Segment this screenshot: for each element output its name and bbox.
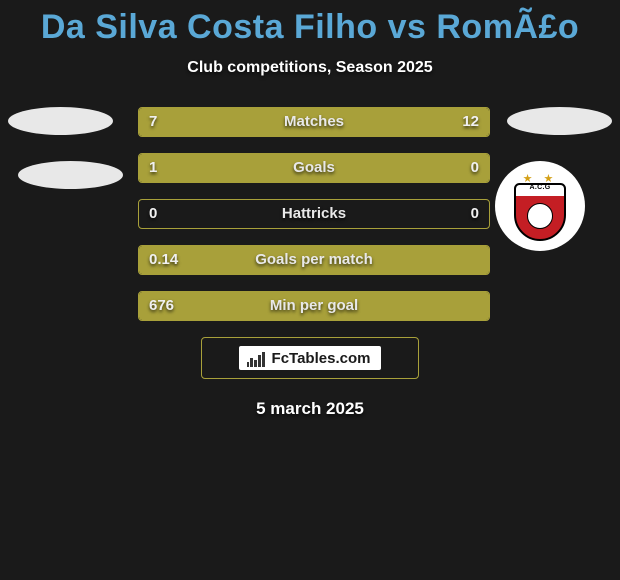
club-badge: ★ ★ A.C.G (495, 161, 585, 251)
stat-label: Goals per match (139, 246, 489, 274)
stat-row: 7Matches12 (138, 107, 490, 137)
stat-label: Matches (139, 108, 489, 136)
stat-label: Min per goal (139, 292, 489, 320)
stat-label: Hattricks (139, 200, 489, 228)
stat-label: Goals (139, 154, 489, 182)
content-area: ★ ★ A.C.G 7Matches121Goals00Hattricks00.… (0, 107, 620, 321)
comparison-subtitle: Club competitions, Season 2025 (0, 59, 620, 77)
stat-value-right: 0 (471, 200, 479, 228)
player-right-placeholder-1 (507, 107, 612, 135)
stat-value-right: 12 (462, 108, 479, 136)
stat-value-right: 0 (471, 154, 479, 182)
club-shield-text: A.C.G (530, 184, 551, 191)
comparison-date: 5 march 2025 (0, 399, 620, 419)
stat-row: 0Hattricks0 (138, 199, 490, 229)
player-left-placeholder-1 (8, 107, 113, 135)
club-shield-icon: A.C.G (514, 183, 566, 241)
stat-row: 1Goals0 (138, 153, 490, 183)
stat-row: 0.14Goals per match (138, 245, 490, 275)
brand-text: FcTables.com (269, 350, 374, 367)
comparison-title: Da Silva Costa Filho vs RomÃ£o (0, 0, 620, 47)
stats-bars: 7Matches121Goals00Hattricks00.14Goals pe… (138, 107, 490, 321)
player-left-placeholder-2 (18, 161, 123, 189)
club-shield-circle-icon (527, 203, 553, 229)
brand-footer[interactable]: FcTables.com (201, 337, 419, 379)
bar-chart-icon (247, 349, 265, 367)
stat-row: 676Min per goal (138, 291, 490, 321)
